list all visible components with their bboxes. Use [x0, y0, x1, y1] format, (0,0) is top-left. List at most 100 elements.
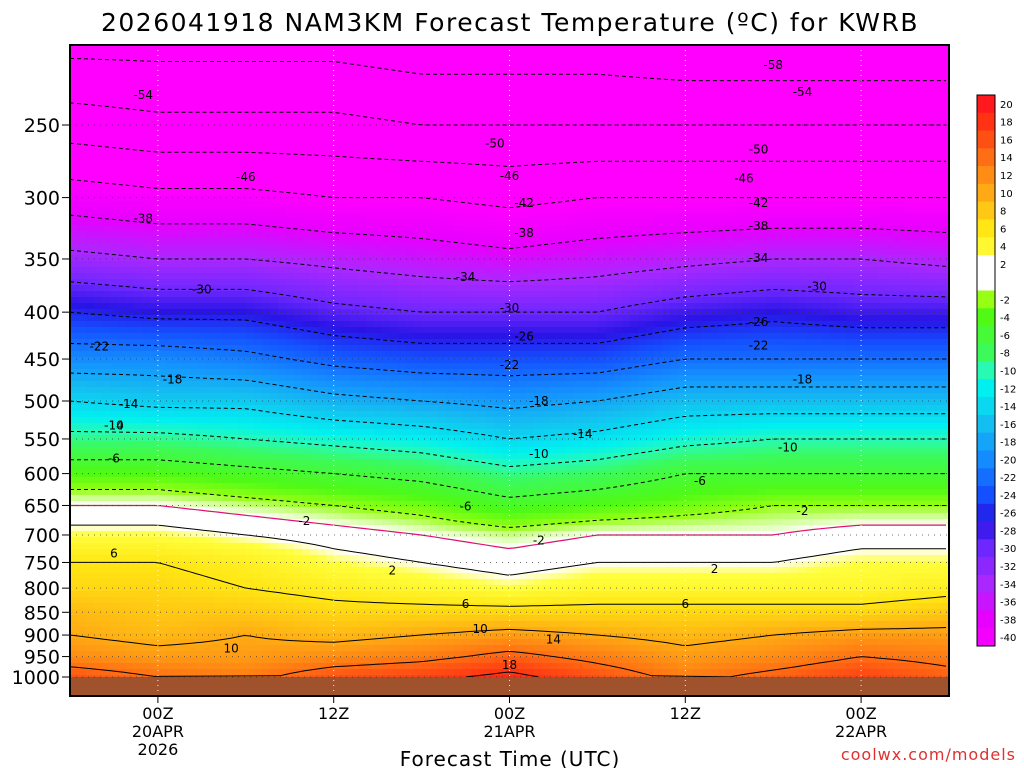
temperature-cell: [198, 453, 207, 460]
temperature-cell: [382, 159, 391, 166]
temperature-cell: [326, 63, 335, 70]
temperature-cell: [398, 351, 407, 358]
temperature-cell: [246, 483, 255, 490]
temperature-cell: [366, 129, 375, 136]
temperature-cell: [382, 213, 391, 220]
temperature-cell: [126, 483, 135, 490]
temperature-cell: [198, 345, 207, 352]
temperature-cell: [342, 495, 351, 502]
temperature-cell: [206, 51, 215, 58]
temperature-cell: [182, 633, 191, 640]
temperature-cell: [286, 549, 295, 556]
temperature-cell: [174, 387, 183, 394]
temperature-cell: [126, 399, 135, 406]
temperature-cell: [350, 393, 359, 400]
temperature-cell: [150, 87, 159, 94]
temperature-cell: [246, 465, 255, 472]
temperature-cell: [222, 153, 231, 160]
temperature-cell: [430, 525, 439, 532]
temperature-cell: [286, 369, 295, 376]
temperature-cell: [406, 435, 415, 442]
temperature-cell: [222, 231, 231, 238]
temperature-cell: [438, 45, 447, 52]
temperature-cell: [70, 357, 79, 364]
temperature-cell: [278, 489, 287, 496]
temperature-cell: [246, 603, 255, 610]
temperature-cell: [222, 93, 231, 100]
temperature-cell: [406, 669, 415, 676]
temperature-cell: [118, 327, 127, 334]
temperature-cell: [334, 303, 343, 310]
temperature-cell: [398, 513, 407, 520]
temperature-cell: [158, 87, 167, 94]
temperature-cell: [246, 201, 255, 208]
temperature-cell: [198, 561, 207, 568]
temperature-cell: [182, 603, 191, 610]
temperature-cell: [198, 291, 207, 298]
temperature-cell: [206, 309, 215, 316]
temperature-cell: [182, 423, 191, 430]
temperature-cell: [294, 117, 303, 124]
temperature-cell: [206, 543, 215, 550]
temperature-cell: [206, 399, 215, 406]
temperature-cell: [286, 489, 295, 496]
temperature-cell: [134, 471, 143, 478]
temperature-cell: [198, 177, 207, 184]
temperature-cell: [86, 51, 95, 58]
temperature-cell: [422, 363, 431, 370]
temperature-cell: [438, 483, 447, 490]
temperature-cell: [174, 663, 183, 670]
temperature-cell: [422, 633, 431, 640]
temperature-cell: [86, 363, 95, 370]
temperature-cell: [430, 207, 439, 214]
temperature-cell: [214, 225, 223, 232]
temperature-cell: [278, 285, 287, 292]
temperature-cell: [102, 459, 111, 466]
temperature-cell: [278, 249, 287, 256]
temperature-cell: [142, 417, 151, 424]
temperature-cell: [310, 411, 319, 418]
temperature-cell: [262, 123, 271, 130]
temperature-cell: [374, 351, 383, 358]
temperature-cell: [118, 159, 127, 166]
temperature-cell: [318, 663, 327, 670]
temperature-cell: [238, 159, 247, 166]
temperature-cell: [430, 357, 439, 364]
temperature-cell: [110, 51, 119, 58]
temperature-cell: [190, 531, 199, 538]
temperature-cell: [358, 147, 367, 154]
temperature-cell: [438, 297, 447, 304]
temperature-cell: [422, 177, 431, 184]
temperature-cell: [406, 117, 415, 124]
temperature-cell: [238, 549, 247, 556]
temperature-cell: [222, 291, 231, 298]
temperature-cell: [294, 291, 303, 298]
temperature-cell: [102, 507, 111, 514]
temperature-cell: [406, 141, 415, 148]
temperature-cell: [118, 591, 127, 598]
temperature-cell: [134, 423, 143, 430]
temperature-cell: [382, 321, 391, 328]
temperature-cell: [118, 357, 127, 364]
temperature-cell: [390, 117, 399, 124]
temperature-cell: [182, 147, 191, 154]
temperature-cell: [334, 405, 343, 412]
temperature-cell: [118, 45, 127, 52]
temperature-cell: [118, 123, 127, 130]
temperature-cell: [350, 555, 359, 562]
temperature-cell: [294, 657, 303, 664]
temperature-cell: [78, 285, 87, 292]
temperature-cell: [158, 381, 167, 388]
temperature-cell: [390, 135, 399, 142]
temperature-cell: [270, 573, 279, 580]
temperature-cell: [262, 651, 271, 658]
temperature-cell: [414, 435, 423, 442]
temperature-cell: [302, 405, 311, 412]
temperature-cell: [342, 339, 351, 346]
temperature-cell: [110, 357, 119, 364]
temperature-cell: [270, 177, 279, 184]
temperature-cell: [70, 255, 79, 262]
temperature-cell: [158, 579, 167, 586]
temperature-cell: [214, 135, 223, 142]
temperature-cell: [78, 393, 87, 400]
